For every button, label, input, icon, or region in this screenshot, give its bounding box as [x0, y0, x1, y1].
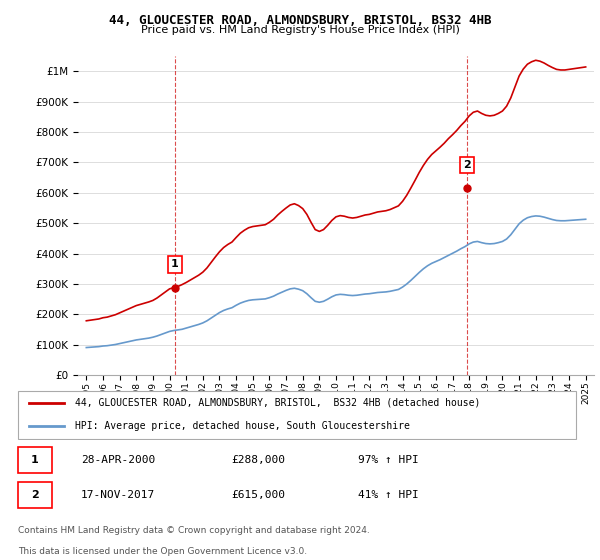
Text: 2: 2: [31, 490, 39, 500]
Text: 28-APR-2000: 28-APR-2000: [81, 455, 155, 465]
Text: 1: 1: [31, 455, 39, 465]
Text: £615,000: £615,000: [231, 490, 285, 500]
Text: HPI: Average price, detached house, South Gloucestershire: HPI: Average price, detached house, Sout…: [76, 421, 410, 431]
Text: This data is licensed under the Open Government Licence v3.0.: This data is licensed under the Open Gov…: [18, 547, 307, 556]
Text: £288,000: £288,000: [231, 455, 285, 465]
Text: 41% ↑ HPI: 41% ↑ HPI: [358, 490, 418, 500]
Text: 17-NOV-2017: 17-NOV-2017: [81, 490, 155, 500]
Text: 97% ↑ HPI: 97% ↑ HPI: [358, 455, 418, 465]
Text: Price paid vs. HM Land Registry's House Price Index (HPI): Price paid vs. HM Land Registry's House …: [140, 25, 460, 35]
FancyBboxPatch shape: [18, 482, 52, 507]
Text: 44, GLOUCESTER ROAD, ALMONDSBURY, BRISTOL, BS32 4HB: 44, GLOUCESTER ROAD, ALMONDSBURY, BRISTO…: [109, 14, 491, 27]
Text: Contains HM Land Registry data © Crown copyright and database right 2024.: Contains HM Land Registry data © Crown c…: [18, 526, 370, 535]
Text: 1: 1: [171, 259, 179, 269]
Text: 2: 2: [463, 160, 471, 170]
FancyBboxPatch shape: [18, 391, 577, 438]
Text: 44, GLOUCESTER ROAD, ALMONDSBURY, BRISTOL,  BS32 4HB (detached house): 44, GLOUCESTER ROAD, ALMONDSBURY, BRISTO…: [76, 398, 481, 408]
FancyBboxPatch shape: [18, 447, 52, 473]
